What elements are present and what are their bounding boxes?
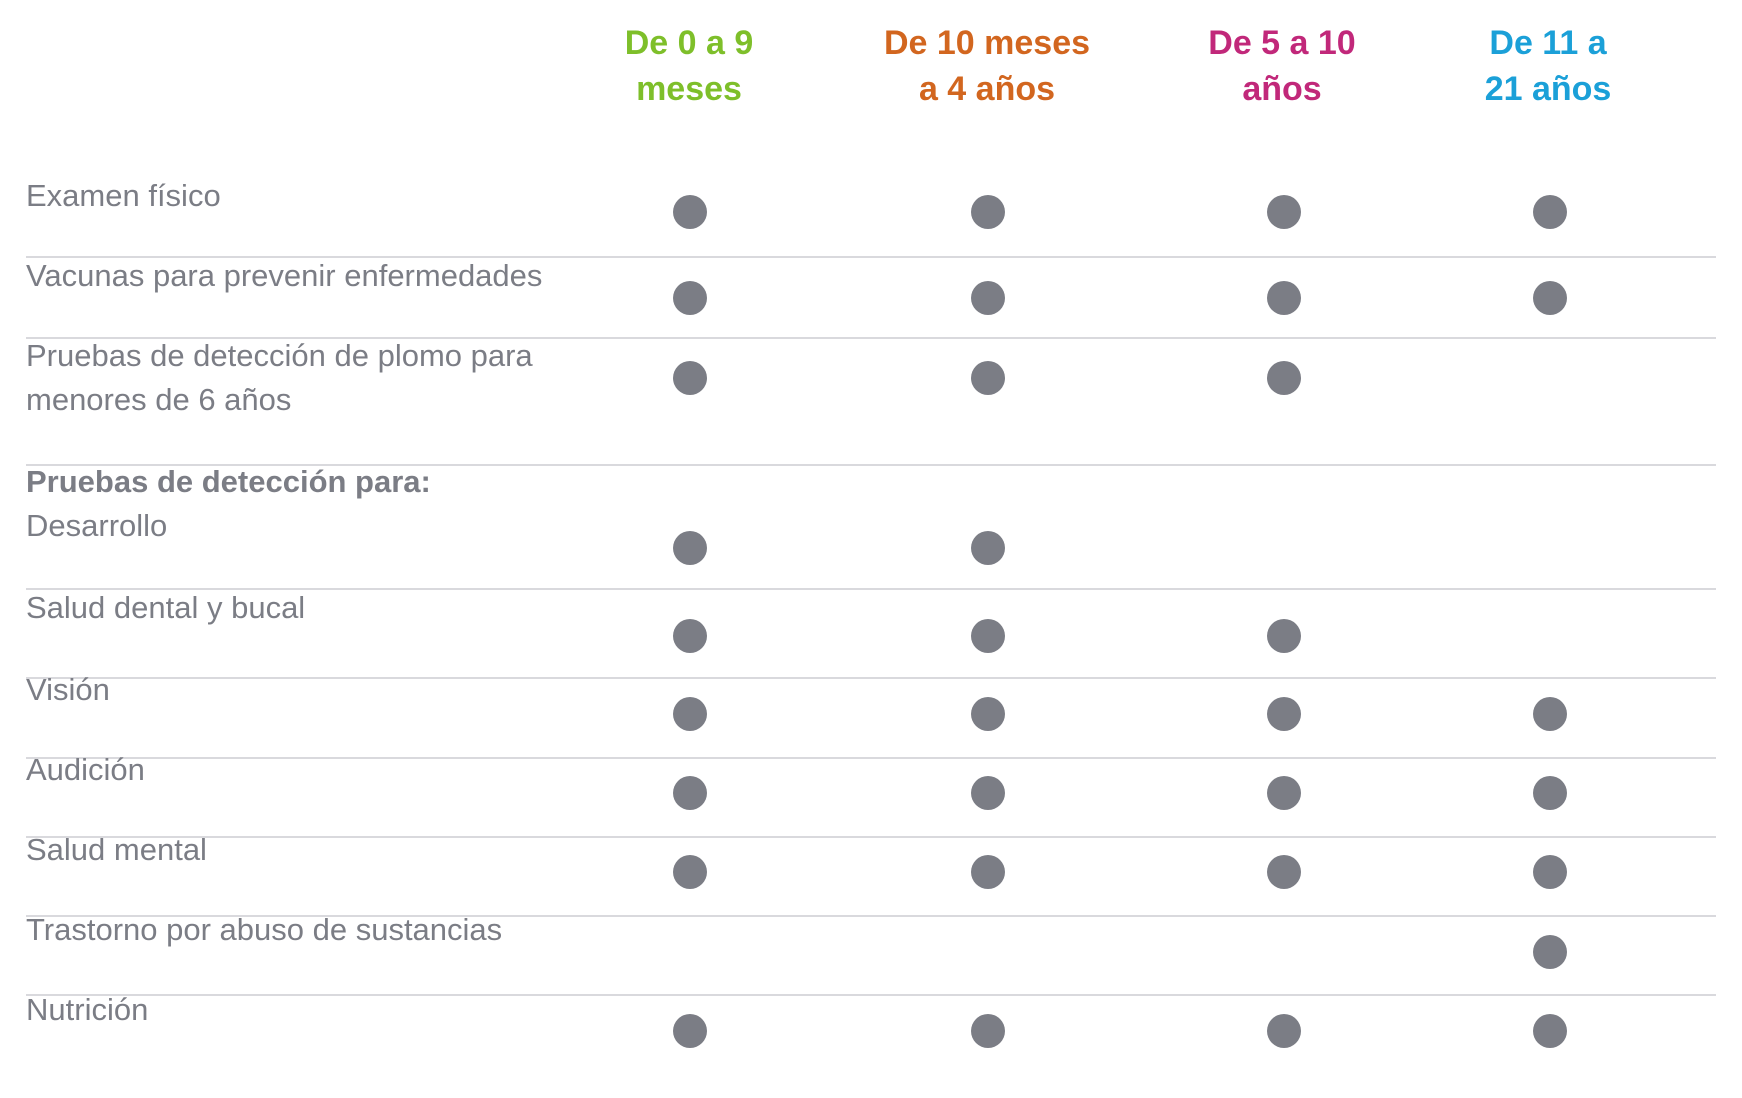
check-dot xyxy=(971,281,1005,315)
check-dot xyxy=(1267,776,1301,810)
check-dot xyxy=(673,1014,707,1048)
row-label: Vacunas para prevenir enfermedades xyxy=(26,254,542,298)
row-label-text: Salud dental y bucal xyxy=(26,590,306,625)
check-dot xyxy=(673,531,707,565)
row-label: Audición xyxy=(26,748,145,792)
row-label-text: Pruebas de detección de plomo para menor… xyxy=(26,338,533,417)
table-row xyxy=(26,836,1716,917)
row-label-text: Visión xyxy=(26,672,110,707)
row-label: Nutrición xyxy=(26,988,148,1032)
check-dot xyxy=(1267,281,1301,315)
table-row xyxy=(26,256,1716,339)
check-dot xyxy=(971,361,1005,395)
check-dot xyxy=(673,195,707,229)
table-row xyxy=(26,170,1716,258)
table-row xyxy=(26,677,1716,759)
check-dot xyxy=(673,361,707,395)
row-label: Pruebas de detección para: Desarrollo xyxy=(26,460,431,548)
table-row xyxy=(26,915,1716,996)
check-dot xyxy=(673,697,707,731)
check-dot xyxy=(1267,855,1301,889)
check-dot xyxy=(971,531,1005,565)
column-header-4: De 11 a 21 años xyxy=(1484,24,1612,108)
row-label-text: Desarrollo xyxy=(26,508,168,543)
check-dot xyxy=(1533,855,1567,889)
check-dot xyxy=(971,619,1005,653)
check-dot xyxy=(971,776,1005,810)
table-row xyxy=(26,994,1716,1084)
row-label: Salud mental xyxy=(26,828,207,872)
row-label-text: Salud mental xyxy=(26,832,207,867)
row-label-text: Trastorno por abuso de sustancias xyxy=(26,912,503,947)
check-dot xyxy=(673,619,707,653)
check-dot xyxy=(1533,195,1567,229)
check-dot xyxy=(1533,776,1567,810)
check-dot xyxy=(971,1014,1005,1048)
row-label-text: Audición xyxy=(26,752,145,787)
check-dot xyxy=(1267,697,1301,731)
check-dot xyxy=(1267,619,1301,653)
table-row xyxy=(26,757,1716,838)
row-label: Pruebas de detección de plomo para menor… xyxy=(26,334,533,422)
check-dot xyxy=(1533,935,1567,969)
column-header-3: De 5 a 10 años xyxy=(1208,24,1356,108)
check-dot xyxy=(1533,281,1567,315)
column-header-2: De 10 meses a 4 años xyxy=(883,24,1091,108)
check-dot xyxy=(1267,1014,1301,1048)
check-dot xyxy=(673,281,707,315)
row-label-text: Vacunas para prevenir enfermedades xyxy=(26,258,543,293)
check-dot xyxy=(1533,1014,1567,1048)
check-dot xyxy=(1267,361,1301,395)
row-label: Trastorno por abuso de sustancias xyxy=(26,908,502,952)
column-header-1: De 0 a 9 meses xyxy=(624,24,754,108)
row-label-text: Examen físico xyxy=(26,178,221,213)
table-row xyxy=(26,464,1716,590)
table-row xyxy=(26,588,1716,679)
row-group-heading: Pruebas de detección para: xyxy=(26,464,431,499)
check-dot xyxy=(1533,697,1567,731)
check-dot xyxy=(673,776,707,810)
check-dot xyxy=(971,697,1005,731)
row-label: Examen físico xyxy=(26,174,221,218)
check-dot xyxy=(673,855,707,889)
row-label-text: Nutrición xyxy=(26,992,149,1027)
check-dot xyxy=(971,195,1005,229)
check-dot xyxy=(1267,195,1301,229)
table-row xyxy=(26,337,1716,466)
row-label: Visión xyxy=(26,668,110,712)
check-dot xyxy=(971,855,1005,889)
row-label: Salud dental y bucal xyxy=(26,586,305,630)
